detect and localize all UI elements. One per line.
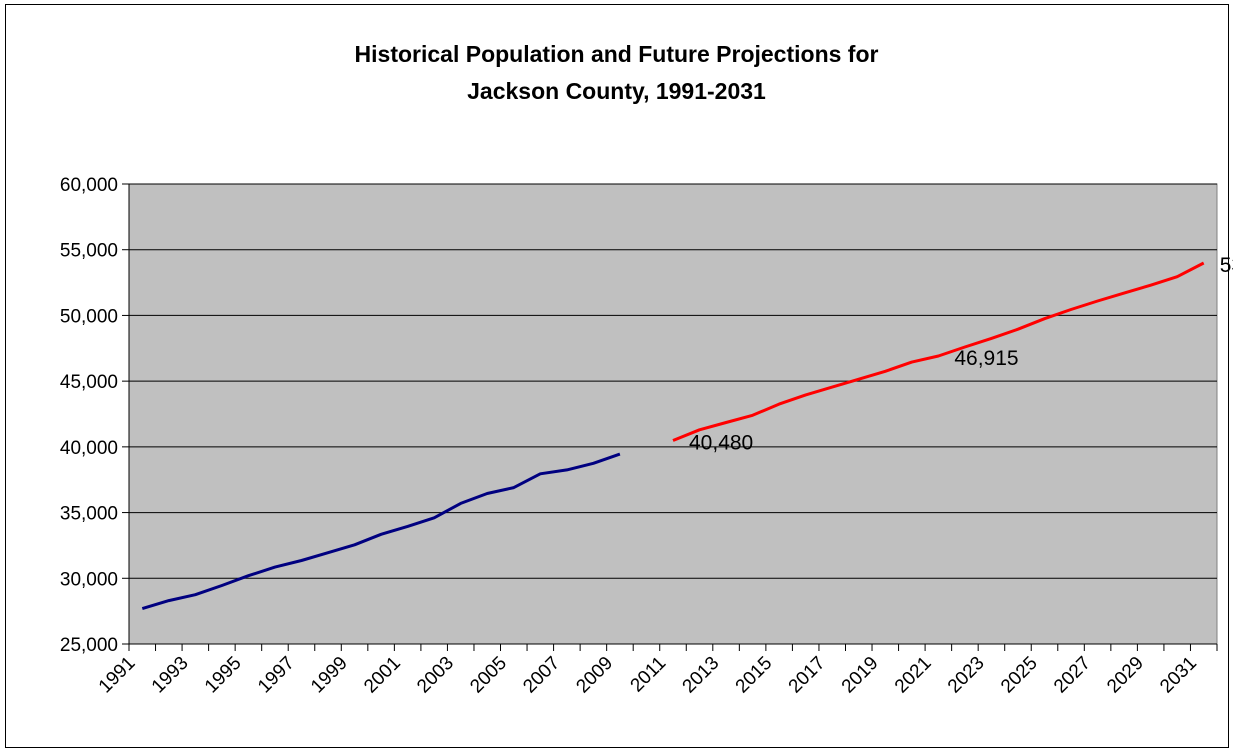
x-tick-label: 2017: [785, 653, 830, 698]
projection-line: [672, 261, 1205, 442]
x-tick-label: 2013: [679, 653, 724, 698]
x-tick-label: 2021: [891, 653, 936, 698]
x-tick-label: 2015: [732, 653, 777, 698]
y-tick-label: 45,000: [60, 372, 118, 393]
x-tick-label: 2005: [466, 653, 511, 698]
x-tick-label: 2025: [997, 653, 1042, 698]
data-label: 40,480: [689, 432, 753, 455]
x-tick-label: 1993: [148, 653, 193, 698]
x-tick-label: 2031: [1156, 653, 1201, 698]
chart-title-line-2: Jackson County, 1991-2031: [467, 78, 766, 104]
x-tick-label: 2019: [838, 653, 883, 698]
x-tick-label: 2003: [413, 653, 458, 698]
x-tick-label: 1995: [201, 653, 246, 698]
chart-title-line-1: Historical Population and Future Project…: [354, 41, 879, 67]
chart-title: Historical Population and Future Project…: [0, 36, 1233, 110]
x-tick-label: 2027: [1050, 653, 1095, 698]
x-tick-label: 1997: [254, 653, 299, 698]
x-tick-label: 2001: [360, 653, 405, 698]
y-tick-label: 25,000: [60, 635, 118, 656]
y-tick-label: 40,000: [60, 438, 118, 459]
x-tick-label: 2007: [519, 653, 564, 698]
y-tick-label: 30,000: [60, 569, 118, 590]
y-tick-label: 55,000: [60, 241, 118, 262]
y-tick-label: 50,000: [60, 306, 118, 327]
y-tick-label: 35,000: [60, 504, 118, 525]
x-tick-label: 2011: [627, 653, 671, 697]
historical-population-line: [141, 452, 621, 610]
data-label: 53,991: [1220, 254, 1233, 277]
x-tick-label: 2009: [572, 653, 617, 698]
x-tick-label: 2029: [1103, 653, 1148, 698]
x-tick-label: 2023: [944, 653, 989, 698]
x-tick-label: 1999: [307, 653, 352, 698]
x-tick-label: 1991: [95, 653, 140, 698]
y-tick-label: 60,000: [60, 175, 118, 196]
data-label: 46,915: [954, 347, 1018, 370]
plot-area: [128, 183, 1218, 645]
